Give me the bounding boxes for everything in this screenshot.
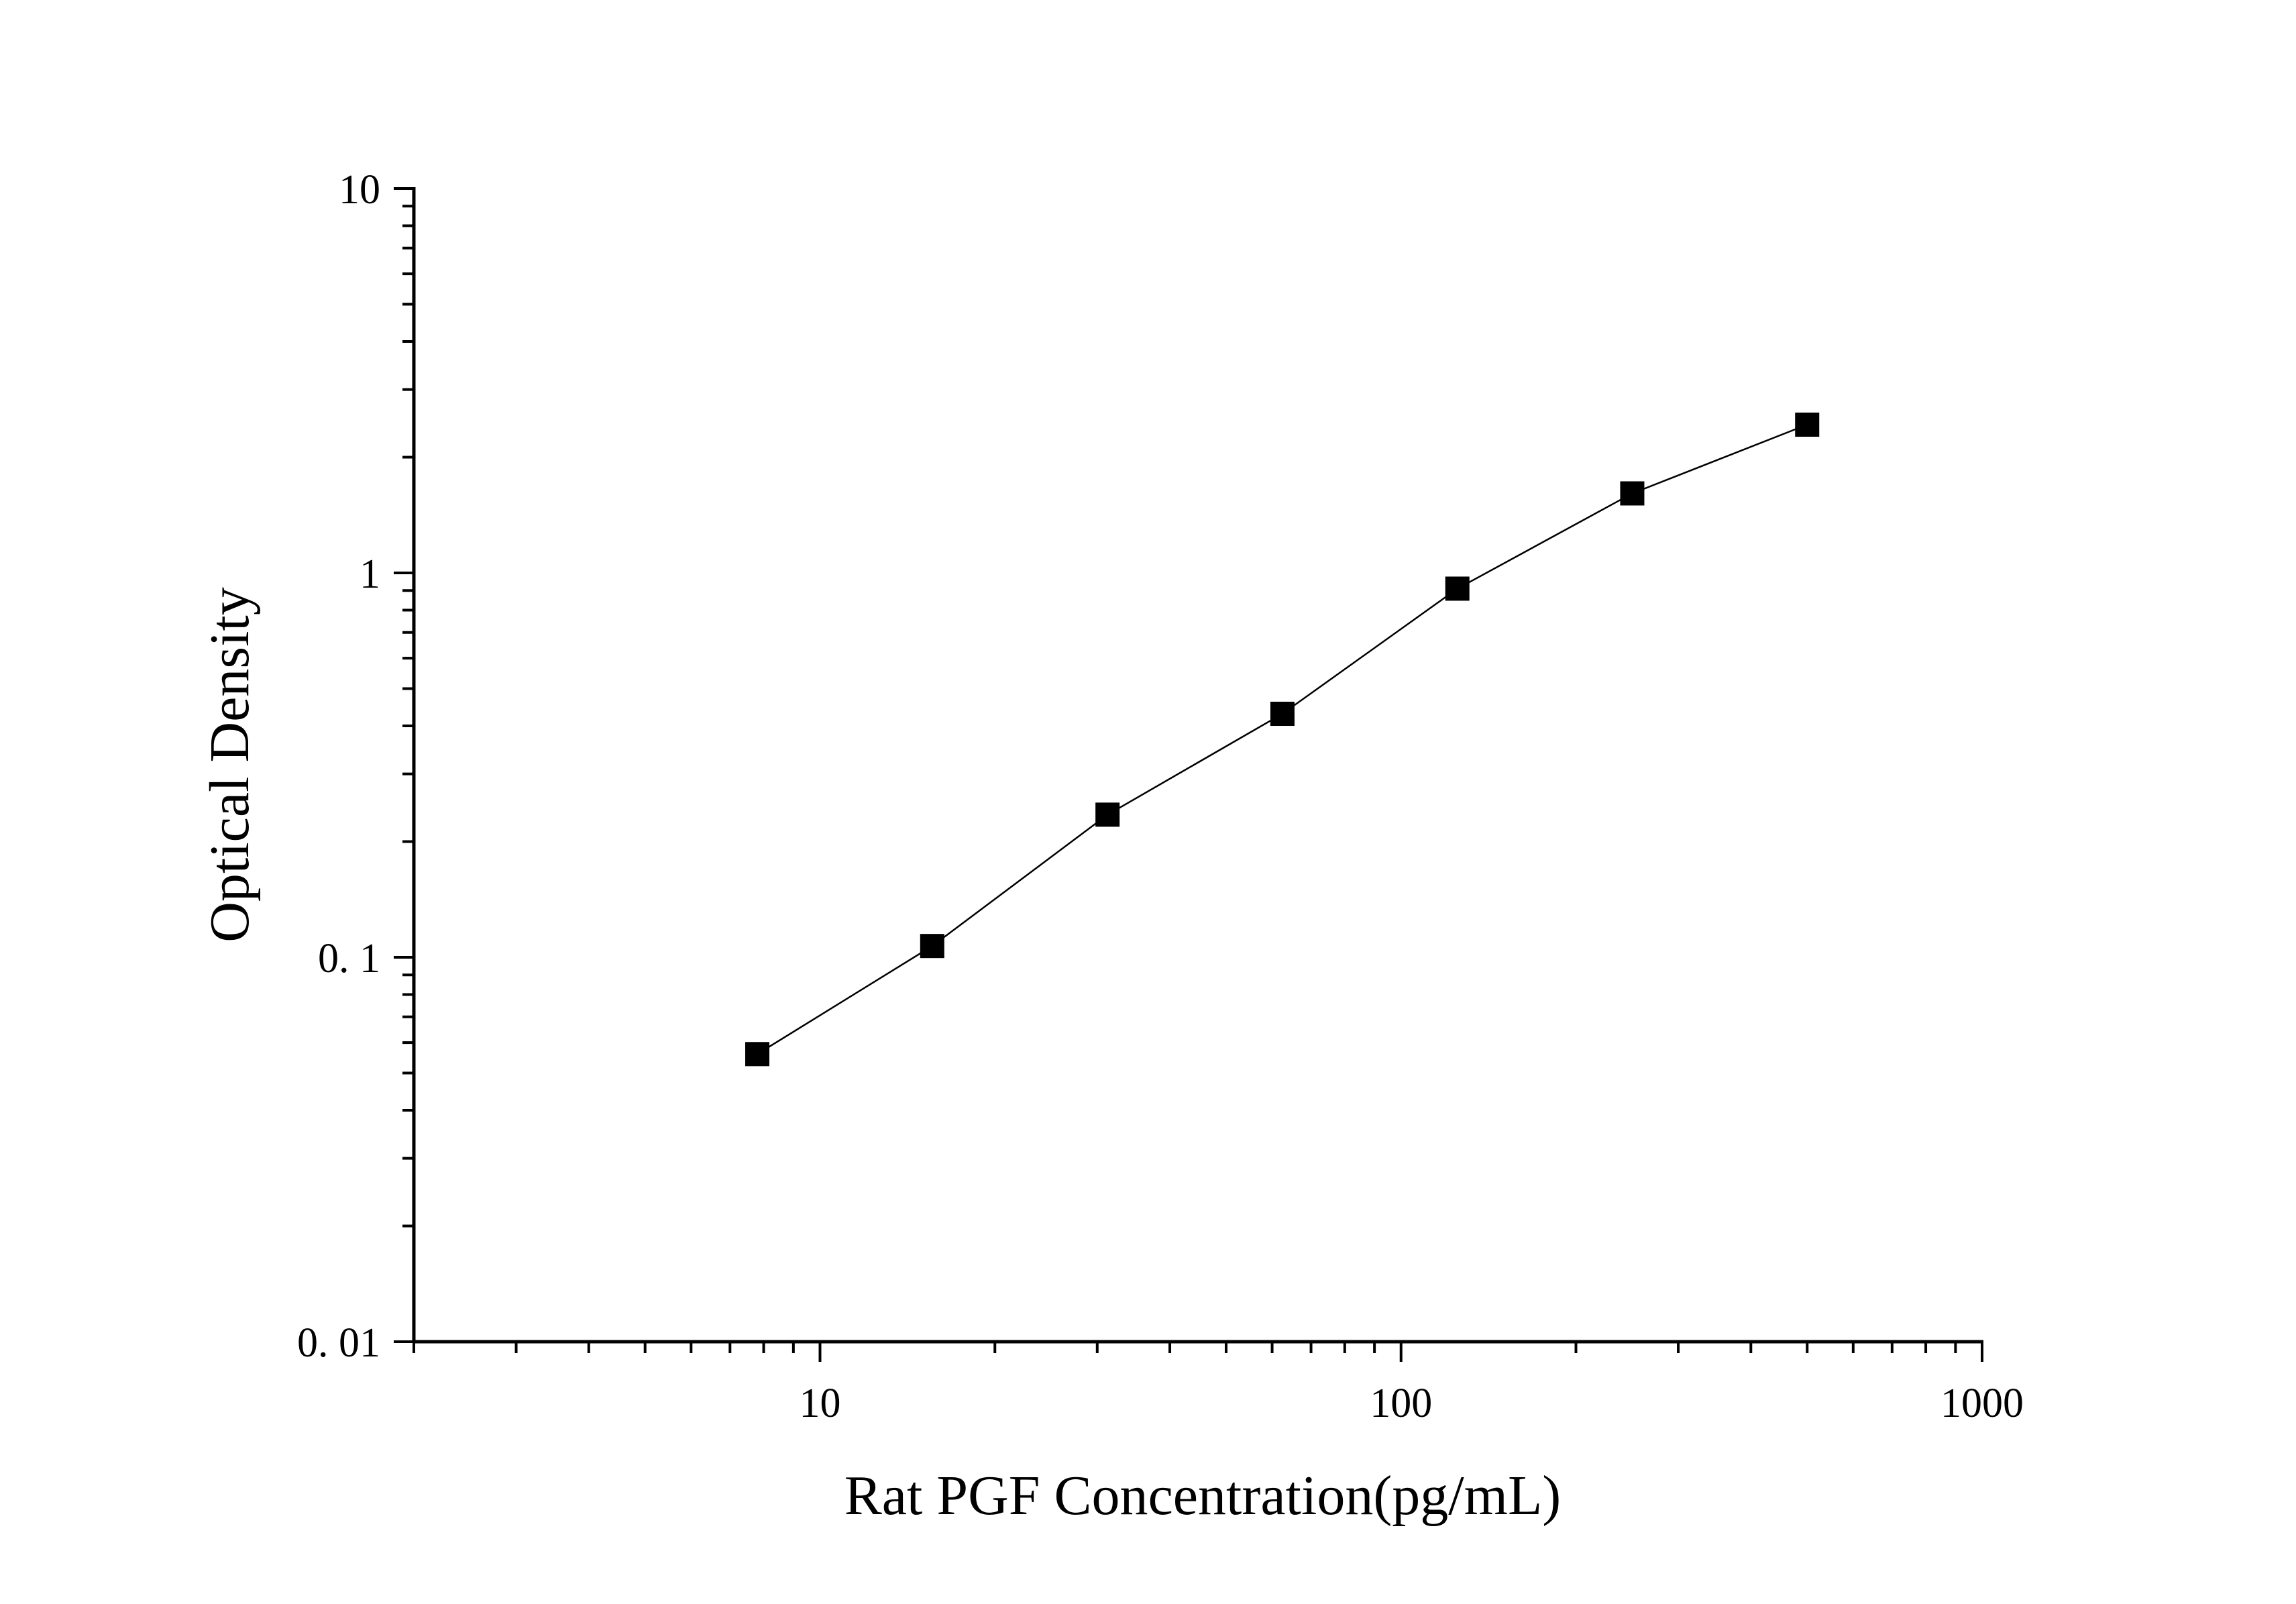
x-tick-label: 10	[799, 1381, 840, 1426]
data-point-marker	[1445, 576, 1470, 601]
tick-labels: 10 100 1000 0. 01 0. 1 1 10	[297, 167, 2024, 1426]
data-point-marker	[1095, 802, 1120, 827]
data-point-marker	[1795, 413, 1820, 437]
axes	[394, 187, 1983, 1362]
data-point-marker	[745, 1042, 770, 1067]
data-points	[745, 413, 1820, 1067]
y-tick-label: 1	[360, 551, 380, 597]
y-axis-title: Optical Density	[199, 587, 261, 943]
data-point-marker	[1620, 481, 1645, 506]
y-tick-label: 10	[339, 167, 380, 213]
data-point-marker	[920, 934, 944, 959]
y-tick-label: 0. 1	[318, 936, 380, 981]
series-line	[757, 423, 1808, 1055]
data-point-marker	[1270, 702, 1295, 727]
y-tick-label: 0. 01	[297, 1320, 380, 1366]
x-tick-label: 1000	[1940, 1381, 2024, 1426]
x-axis-title: Rat PGF Concentration(pg/mL)	[844, 1464, 1562, 1527]
x-tick-label: 100	[1370, 1381, 1432, 1426]
series-line-group	[757, 423, 1808, 1055]
